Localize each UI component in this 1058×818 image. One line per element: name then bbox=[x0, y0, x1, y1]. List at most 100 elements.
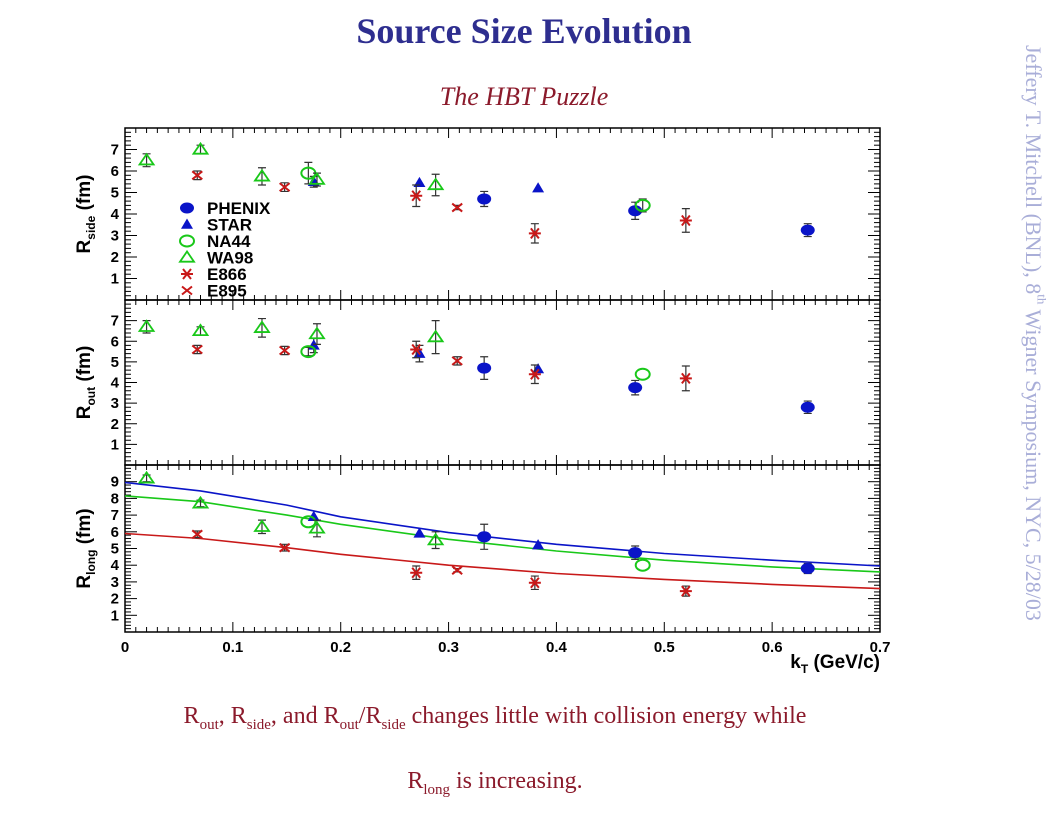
x-tick-label: 0 bbox=[121, 639, 129, 656]
data-point-wa98 bbox=[426, 329, 445, 343]
caption-r-long-sub: long bbox=[423, 781, 451, 798]
fit-curve bbox=[124, 532, 881, 590]
data-point-e866 bbox=[679, 214, 692, 227]
caption-slash: / bbox=[358, 703, 366, 729]
data-point-wa98 bbox=[191, 141, 210, 155]
panel-frame bbox=[124, 464, 881, 633]
caption-ratio-den: R bbox=[365, 703, 382, 729]
y-tick-label: 8 bbox=[111, 490, 119, 507]
slide-title: Source Size Evolution bbox=[356, 11, 692, 51]
data-point-e866 bbox=[528, 577, 541, 589]
data-point-phenix bbox=[477, 362, 492, 374]
caption-text-1: , bbox=[218, 703, 231, 729]
y-tick-label: 4 bbox=[111, 206, 120, 223]
data-point-wa98 bbox=[308, 520, 326, 534]
legend-marker-phenix bbox=[180, 202, 194, 214]
caption-ratio-num-sub: out bbox=[339, 716, 359, 733]
data-point-na44 bbox=[634, 558, 651, 572]
data-point-phenix bbox=[477, 193, 492, 205]
legend-marker-na44 bbox=[179, 234, 195, 248]
data-point-e866 bbox=[679, 372, 692, 384]
fit-curve bbox=[124, 481, 881, 567]
caption-text-2: , and bbox=[270, 703, 324, 729]
data-point-na44 bbox=[634, 198, 651, 212]
y-tick-label: 7 bbox=[111, 507, 119, 524]
data-point-na44 bbox=[300, 345, 317, 359]
data-point-e895 bbox=[451, 565, 463, 575]
data-point-e895 bbox=[279, 182, 291, 192]
data-point-e895 bbox=[451, 202, 463, 213]
y-axis-label: Rside (fm) bbox=[74, 175, 98, 254]
data-point-wa98 bbox=[426, 177, 445, 191]
data-point-phenix bbox=[800, 401, 815, 413]
data-point-e866 bbox=[410, 343, 423, 356]
data-point-e866 bbox=[528, 227, 541, 239]
x-tick-label: 0.4 bbox=[546, 639, 568, 656]
y-tick-label: 1 bbox=[111, 271, 119, 288]
data-point-e866 bbox=[410, 567, 423, 579]
data-point-wa98 bbox=[253, 519, 271, 532]
data-point-wa98 bbox=[191, 495, 210, 509]
panel-side: 1 2 3 4 5 6 7 Rside (fm) PHENIXSTARNA44WA98E866E… bbox=[74, 127, 881, 301]
y-tick-label: 6 bbox=[111, 163, 119, 180]
data-point-phenix bbox=[800, 224, 815, 236]
y-tick-label: 5 bbox=[111, 541, 119, 558]
data-point-e895 bbox=[191, 170, 203, 181]
caption-r-side: R bbox=[230, 703, 247, 729]
data-point-phenix bbox=[628, 205, 643, 217]
legend-marker-star bbox=[181, 218, 193, 229]
data-point-na44 bbox=[300, 515, 317, 529]
legend-label-e866: E866 bbox=[207, 265, 247, 284]
data-point-phenix bbox=[800, 563, 815, 575]
legend-label-wa98: WA98 bbox=[207, 249, 253, 268]
legend-label-star: STAR bbox=[207, 216, 252, 235]
data-point-phenix bbox=[477, 531, 492, 543]
legend-marker-e866 bbox=[181, 268, 193, 280]
data-point-e895 bbox=[279, 542, 291, 553]
caption-text-3: changes little with collision energy whi… bbox=[405, 703, 807, 729]
data-point-phenix bbox=[628, 382, 643, 394]
x-axis-label: kT (GeV/c) bbox=[790, 652, 880, 676]
y-tick-label: 1 bbox=[111, 607, 119, 624]
legend-marker-e895 bbox=[181, 285, 193, 296]
caption-ratio-num: R bbox=[323, 703, 340, 729]
y-tick-label: 6 bbox=[111, 524, 119, 541]
y-tick-label: 6 bbox=[111, 333, 119, 350]
data-point-wa98 bbox=[308, 172, 326, 185]
data-point-phenix bbox=[628, 547, 643, 559]
legend-marker-wa98 bbox=[178, 249, 196, 263]
legend-label-na44: NA44 bbox=[207, 232, 251, 251]
caption-ratio-den-sub: side bbox=[381, 716, 406, 733]
y-tick-label: 7 bbox=[111, 313, 119, 330]
x-tick-label: 0.2 bbox=[330, 639, 351, 656]
y-tick-label: 1 bbox=[111, 436, 119, 453]
y-tick-label: 5 bbox=[111, 354, 119, 371]
data-point-wa98 bbox=[253, 320, 271, 333]
y-tick-label: 2 bbox=[111, 416, 119, 433]
x-tick-label: 0.3 bbox=[438, 639, 459, 656]
data-point-star bbox=[532, 539, 545, 550]
data-point-e895 bbox=[451, 356, 463, 366]
data-point-wa98 bbox=[137, 152, 156, 166]
caption-line-1: Rout, Rside, and Rout/Rside changes litt… bbox=[0, 688, 990, 753]
x-tick-label: 0.6 bbox=[762, 639, 783, 656]
caption-r-out-sub: out bbox=[199, 716, 219, 733]
data-point-star bbox=[413, 527, 426, 538]
data-point-wa98 bbox=[137, 319, 156, 332]
y-tick-label: 2 bbox=[111, 249, 119, 266]
panel-frame bbox=[124, 299, 881, 466]
error-bar bbox=[431, 320, 440, 355]
side-credit-post: Wigner Symposium, NYC, 5/28/03 bbox=[1021, 304, 1046, 621]
y-tick-label: 4 bbox=[111, 557, 120, 574]
x-tick-label: 0.1 bbox=[222, 639, 243, 656]
y-tick-label: 4 bbox=[111, 375, 120, 392]
data-point-e866 bbox=[679, 585, 692, 597]
data-point-e866 bbox=[528, 368, 541, 380]
data-point-wa98 bbox=[191, 323, 210, 337]
y-tick-label: 3 bbox=[111, 228, 119, 245]
data-point-e895 bbox=[191, 529, 203, 540]
y-tick-label: 3 bbox=[111, 395, 119, 412]
